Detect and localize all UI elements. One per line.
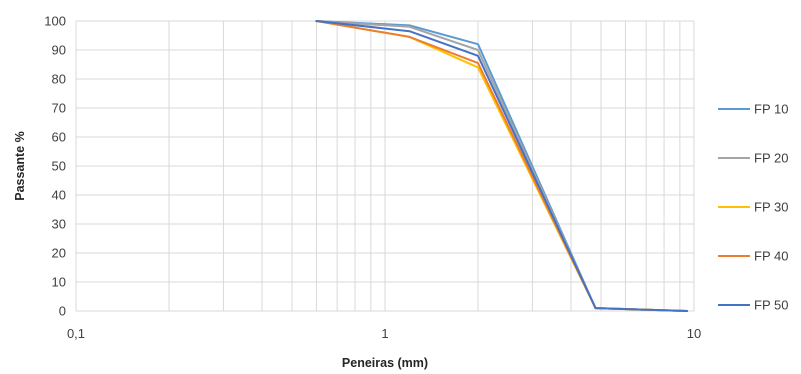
x-tick-label: 0,1 bbox=[67, 326, 85, 341]
y-tick-label: 50 bbox=[52, 159, 66, 174]
series-line-5 bbox=[315, 20, 689, 312]
legend-label: FP 20 bbox=[754, 151, 788, 166]
y-axis-ticks: 0 10 20 30 40 50 60 70 80 90 100 bbox=[44, 14, 66, 319]
legend-label: FP 10 bbox=[754, 102, 788, 117]
y-tick-label: 40 bbox=[52, 188, 66, 203]
y-tick-label: 30 bbox=[52, 217, 66, 232]
legend-label: FP 30 bbox=[754, 200, 788, 215]
legend: FP 10 FP 20 FP 30 FP 40 FP 50 bbox=[718, 102, 788, 313]
y-tick-label: 0 bbox=[59, 304, 66, 319]
y-tick-label: 60 bbox=[52, 130, 66, 145]
grid bbox=[75, 20, 695, 312]
y-tick-label: 10 bbox=[52, 275, 66, 290]
y-axis-title: Passante % bbox=[13, 131, 27, 200]
series-lines bbox=[315, 20, 689, 312]
y-tick-label: 70 bbox=[52, 101, 66, 116]
y-tick-label: 20 bbox=[52, 246, 66, 261]
x-axis-ticks: 0,1 1 10 bbox=[67, 326, 701, 341]
y-tick-label: 90 bbox=[52, 43, 66, 58]
legend-label: FP 40 bbox=[754, 249, 788, 264]
y-tick-label: 80 bbox=[52, 72, 66, 87]
x-axis-title: Peneiras (mm) bbox=[342, 356, 428, 370]
y-tick-label: 100 bbox=[44, 14, 66, 29]
x-tick-label: 10 bbox=[687, 326, 701, 341]
x-tick-label: 1 bbox=[381, 326, 388, 341]
legend-label: FP 50 bbox=[754, 298, 788, 313]
